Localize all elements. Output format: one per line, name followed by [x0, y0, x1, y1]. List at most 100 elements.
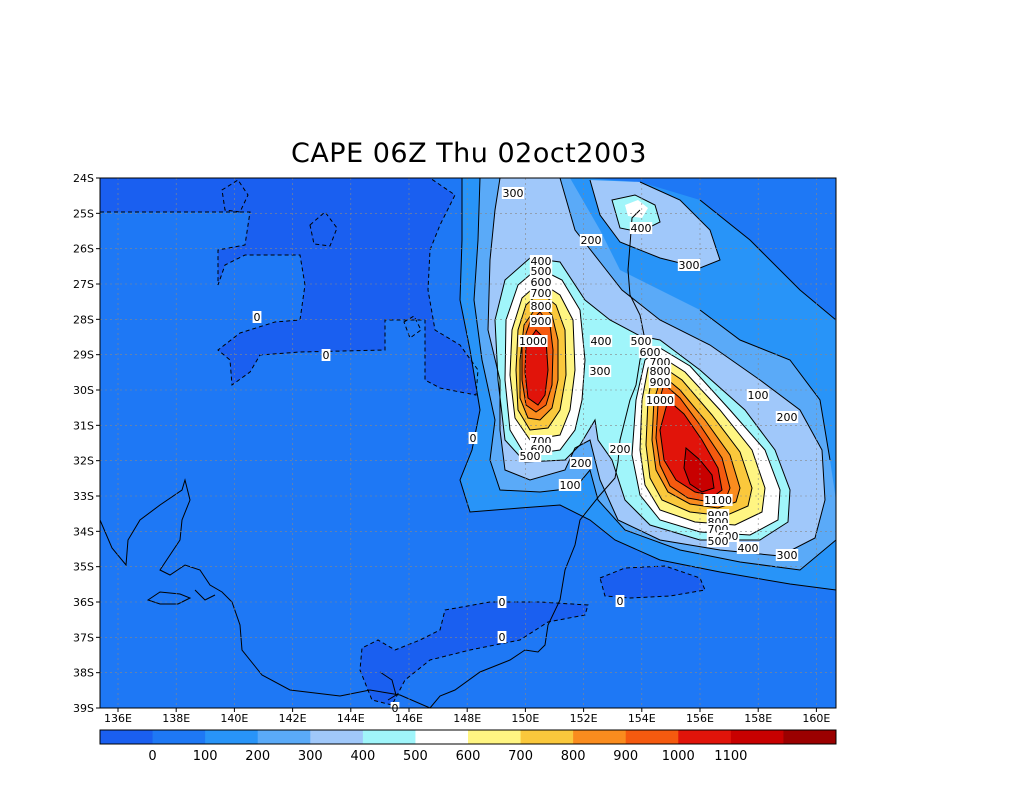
contour-label: 0	[468, 432, 478, 445]
contour-line-north-cell-inner	[611, 194, 661, 233]
contour-label: 300	[775, 549, 799, 562]
contour-label: 100	[746, 389, 770, 402]
lat-tick-labels: 24S 25S 26S 27S 28S 29S 30S 31S 32S 33S 34S 35S 36S 3…	[73, 172, 100, 715]
contour-label: 300	[677, 259, 701, 272]
colorbar-swatch	[468, 730, 522, 744]
lon-tick-label: 152E	[570, 712, 598, 725]
contour-label: 0	[497, 596, 507, 609]
coastline-east	[429, 209, 646, 708]
contour-line-100-outer-east	[699, 199, 836, 321]
contour-label-text: 200	[777, 411, 798, 424]
plot-frame	[99, 177, 837, 709]
contour-label: 400	[629, 222, 653, 235]
contour-label: 500	[706, 535, 730, 548]
contour-label: 800	[648, 365, 672, 378]
lon-tick-label: 138E	[162, 712, 190, 725]
field-region-below-zero-south	[360, 602, 588, 705]
contour-label-text: 700	[531, 287, 552, 300]
contour-label-text: 0	[499, 596, 506, 609]
contour-label-text: 400	[738, 542, 759, 555]
coastline-kangaroo-island	[146, 591, 192, 605]
contour-line-500	[504, 267, 586, 456]
colorbar-swatch	[152, 730, 206, 744]
colorbar-swatch	[310, 730, 364, 744]
lat-tick-label: 26S	[73, 243, 94, 256]
contour-label-text: 400	[531, 255, 552, 268]
lat-tick-label: 31S	[73, 419, 94, 432]
contour-line-1100	[683, 446, 715, 493]
colorbar-swatch	[520, 730, 574, 744]
contour-label: 0	[497, 631, 507, 644]
colorbar-label: 200	[245, 749, 270, 764]
contour-label-text: 0	[254, 311, 261, 324]
lat-tick-label: 33S	[73, 490, 94, 503]
colorbar-swatch	[257, 730, 311, 744]
colorbar-label: 1000	[662, 749, 695, 764]
contour-label-text: 400	[591, 335, 612, 348]
contour-label: 800	[529, 300, 553, 313]
contour-label: 0	[321, 349, 331, 362]
colorbar-label: 400	[350, 749, 375, 764]
colorbar-label: 600	[456, 749, 481, 764]
coastline-mainland	[100, 478, 431, 708]
colorbar-swatch	[205, 730, 259, 744]
contour-line-800	[519, 301, 559, 421]
coastline-gulf-peninsula	[194, 589, 216, 601]
contour-label: 100	[558, 479, 582, 492]
contour-label-text: 1100	[704, 494, 732, 507]
contour-label-text: 300	[590, 365, 611, 378]
contour-line-zero-north	[100, 178, 479, 396]
contour-label-text: 900	[650, 376, 671, 389]
contour-label-text: 100	[560, 479, 581, 492]
colorbar-swatch	[100, 730, 154, 744]
colorbar: 0 100 200 300 400 500 600 700 800 900 1000 1100	[99, 729, 837, 764]
contour-label: 500	[518, 450, 542, 463]
coastline	[100, 209, 646, 708]
lon-tick-label: 156E	[686, 712, 714, 725]
contour-line-zero-south	[359, 601, 589, 706]
contour-line-200	[473, 178, 836, 571]
lon-tick-label: 146E	[395, 712, 423, 725]
colorbar-swatch	[573, 730, 627, 744]
colorbar-swatch	[415, 730, 469, 744]
contour-label-text: 300	[777, 549, 798, 562]
contour-label: 300	[501, 187, 525, 200]
contour-label: 0	[252, 311, 262, 324]
lat-tick-label: 29S	[73, 349, 94, 362]
contour-label-text: 500	[631, 335, 652, 348]
lat-tick-label: 34S	[73, 525, 94, 538]
coastline-tasmania-bay	[379, 671, 397, 701]
contour-label-text: 900	[531, 315, 552, 328]
lat-tick-label: 30S	[73, 384, 94, 397]
colorbar-label: 700	[508, 749, 533, 764]
colorbar-label: 100	[193, 749, 218, 764]
colorbar-frame	[99, 729, 837, 745]
contour-label-text: 300	[679, 259, 700, 272]
contour-line-700	[515, 291, 567, 431]
contour-label: 1100	[703, 494, 733, 507]
lon-tick-label: 140E	[220, 712, 248, 725]
contour-label-text: 1000	[519, 335, 547, 348]
lon-tick-label: 142E	[279, 712, 307, 725]
contour-label-text: 500	[520, 450, 541, 463]
contour-label: 600	[638, 346, 662, 359]
contour-label: 200	[579, 234, 603, 247]
cape-field	[100, 178, 836, 708]
colorbar-swatch	[730, 730, 784, 744]
lat-tick-label: 39S	[73, 702, 94, 715]
lon-tick-label: 150E	[511, 712, 539, 725]
contour-line-zero-island-1	[221, 179, 249, 213]
lat-tick-label: 24S	[73, 172, 94, 185]
contour-label: 200	[608, 443, 632, 456]
contour-line-zero-island-3	[403, 315, 422, 339]
contour-label: 900	[529, 315, 553, 328]
map-title: CAPE 06Z Thu 02oct2003	[290, 138, 647, 169]
contour-label: 900	[648, 376, 672, 389]
contour-label-text: 500	[708, 535, 729, 548]
lat-tick-label: 36S	[73, 596, 94, 609]
field-band-1100	[684, 448, 714, 492]
contour-label-text: 0	[323, 349, 330, 362]
colorbar-swatch	[678, 730, 732, 744]
lon-tick-label: 158E	[744, 712, 772, 725]
